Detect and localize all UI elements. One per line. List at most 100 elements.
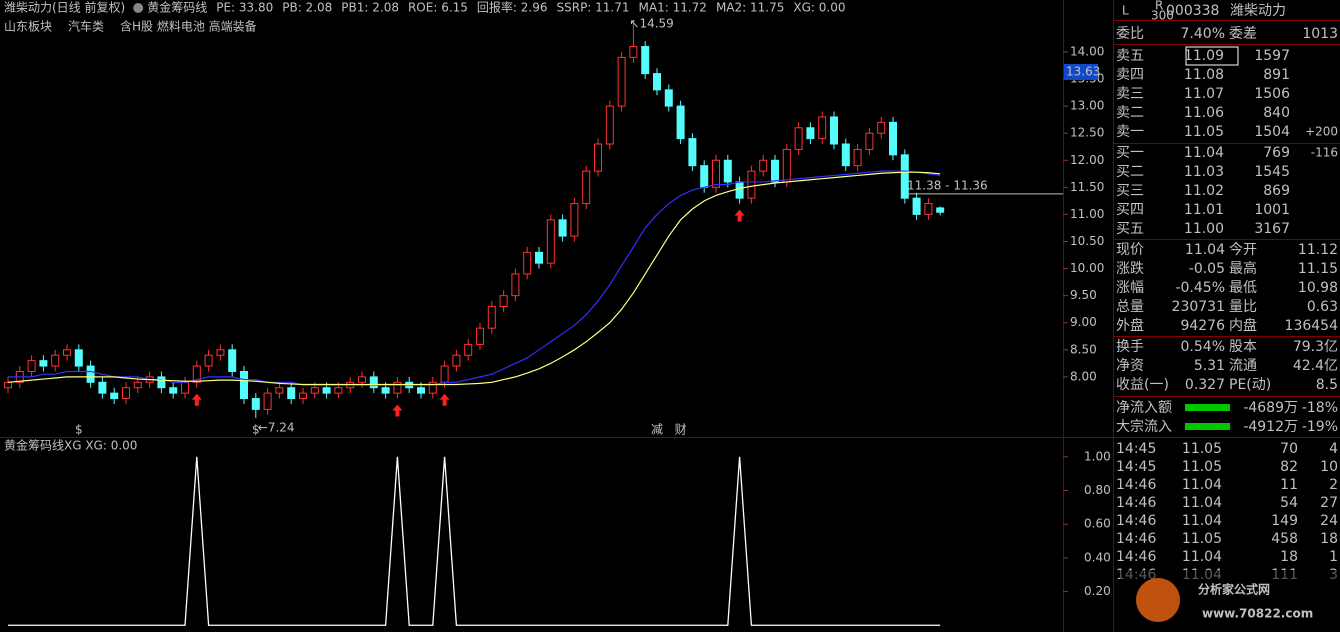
y-tick-label: 10.50 xyxy=(1070,234,1104,248)
candle-body xyxy=(558,219,567,237)
candle-body xyxy=(192,365,201,383)
row-value: 8.5 xyxy=(1316,377,1338,393)
candle-body xyxy=(806,127,815,140)
candle-body xyxy=(98,381,107,394)
trade-time: 14:46 xyxy=(1116,531,1156,547)
event-label: $ xyxy=(75,423,83,437)
book-volume: 1545 xyxy=(1254,164,1290,180)
candle-body xyxy=(204,354,213,367)
candle-body xyxy=(63,349,71,356)
book-price: 11.04 xyxy=(1184,145,1224,161)
flow-pct: -19% xyxy=(1302,419,1338,435)
trade-volume: 82 xyxy=(1280,459,1298,475)
row-value: 230731 xyxy=(1172,299,1225,315)
trade-price: 11.04 xyxy=(1182,549,1222,565)
book-price: 11.06 xyxy=(1184,105,1224,121)
candle-body xyxy=(712,159,720,188)
candle-body xyxy=(688,138,697,167)
y-tick-label: 10.00 xyxy=(1070,261,1104,275)
candle-body xyxy=(417,387,425,394)
row-value: 7.40% xyxy=(1181,26,1225,42)
trade-count: 4 xyxy=(1329,441,1338,457)
candle-body xyxy=(4,381,12,389)
candle-body xyxy=(133,381,142,389)
watermark-logo xyxy=(1136,578,1180,622)
candle-body xyxy=(735,181,744,199)
candle-body xyxy=(393,381,402,394)
candle-body xyxy=(818,116,827,140)
candle-body xyxy=(251,398,260,410)
candle-body xyxy=(74,349,83,367)
candle-body xyxy=(570,203,579,237)
book-label: 买五 xyxy=(1116,221,1144,237)
book-price: 11.03 xyxy=(1184,164,1224,180)
row-label: 涨幅 xyxy=(1116,280,1144,296)
candle-body xyxy=(794,127,803,150)
candle-body xyxy=(181,381,189,394)
stock-code: 000338 xyxy=(1166,3,1219,19)
header-item: 黄金筹码线 xyxy=(147,0,207,15)
candle-body xyxy=(853,148,862,167)
y-tick-label: 0.40 xyxy=(1084,550,1111,564)
row-value: 5.31 xyxy=(1194,358,1225,374)
candle-body xyxy=(51,354,60,367)
book-change: -116 xyxy=(1311,146,1338,160)
candle-body xyxy=(39,360,48,367)
book-volume: 3167 xyxy=(1254,221,1290,237)
book-label: 买四 xyxy=(1116,202,1144,218)
candle-body xyxy=(310,387,319,394)
candle-body xyxy=(228,349,237,372)
trade-count: 24 xyxy=(1320,513,1338,529)
candle-body xyxy=(275,387,284,394)
row-label: 内盘 xyxy=(1229,317,1257,334)
candle-body xyxy=(676,105,685,140)
event-label: $ xyxy=(252,423,260,437)
candle-body xyxy=(924,203,933,215)
book-label: 卖二 xyxy=(1116,105,1144,121)
candle-body xyxy=(122,387,130,400)
flag: L xyxy=(1122,4,1129,18)
book-price: 11.00 xyxy=(1184,221,1224,237)
book-price: 11.07 xyxy=(1184,86,1224,102)
y-tick-label: 11.50 xyxy=(1070,180,1104,194)
badge: R xyxy=(1155,0,1163,13)
flow-value: -4689万 xyxy=(1243,400,1298,416)
header-item: ROE: 6.15 xyxy=(408,1,468,15)
book-label: 卖一 xyxy=(1116,124,1144,140)
watermark: 分析家公式网 xyxy=(1198,582,1270,597)
stock-name: 潍柴动力 xyxy=(1230,3,1286,19)
flow-value: -4912万 xyxy=(1243,419,1298,435)
flow-bar xyxy=(1185,404,1230,411)
tag: 汽车类 xyxy=(68,19,104,34)
candle-body xyxy=(830,116,838,145)
y-tick-label: 12.00 xyxy=(1070,153,1104,167)
trade-count: 10 xyxy=(1320,459,1338,475)
candle-body xyxy=(487,305,496,329)
candle-body xyxy=(381,387,390,394)
book-volume: 1504 xyxy=(1254,124,1290,140)
book-label: 卖四 xyxy=(1116,67,1144,83)
candle-body xyxy=(629,46,638,58)
trade-price: 11.04 xyxy=(1182,495,1222,511)
candle-body xyxy=(511,273,520,297)
row-label: 净资 xyxy=(1116,358,1144,374)
candle-body xyxy=(782,148,791,183)
row-label: 流通 xyxy=(1229,358,1257,374)
candle-body xyxy=(664,89,673,107)
row-value: 79.3亿 xyxy=(1293,339,1338,355)
row-value: 11.04 xyxy=(1185,242,1225,258)
trade-time: 14:45 xyxy=(1116,441,1156,457)
indicator-title: 黄金筹码线XG XG: 0.00 xyxy=(4,438,137,453)
book-price: 11.01 xyxy=(1184,202,1224,218)
tag: 含H股 燃料电池 高端装备 xyxy=(120,19,257,34)
signal-arrow xyxy=(191,393,202,406)
row-value: -0.05 xyxy=(1189,261,1225,277)
trade-price: 11.04 xyxy=(1182,513,1222,529)
candle-body xyxy=(169,387,178,394)
cursor-label: 11.38 - 11.36 xyxy=(907,178,988,192)
candle-body xyxy=(759,159,768,172)
book-volume: 1506 xyxy=(1254,86,1290,102)
y-tick-label: 12.50 xyxy=(1070,126,1104,140)
candle-body xyxy=(287,387,296,400)
